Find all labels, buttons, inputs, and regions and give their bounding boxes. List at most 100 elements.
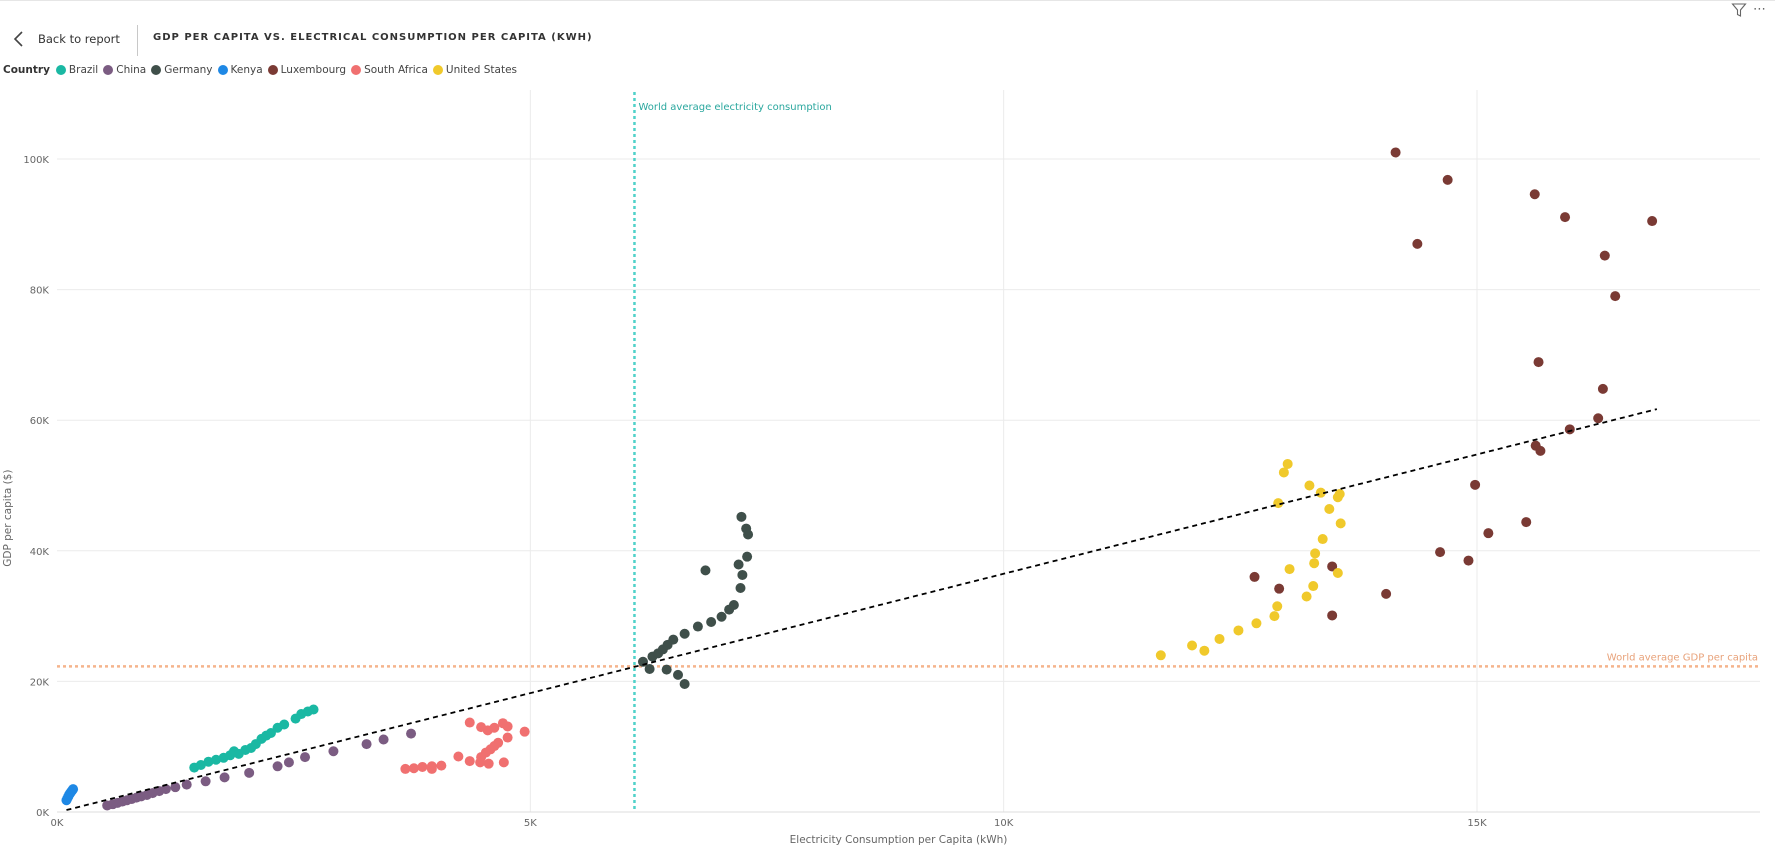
legend-label: Brazil bbox=[68, 64, 99, 76]
point-luxembourg bbox=[1647, 216, 1658, 227]
point-south-africa bbox=[426, 763, 437, 774]
filter-icon[interactable] bbox=[1731, 2, 1747, 18]
point-south-africa bbox=[464, 717, 475, 728]
point-brazil bbox=[279, 719, 290, 730]
point-china bbox=[272, 761, 283, 772]
point-china bbox=[406, 728, 417, 739]
top-border bbox=[0, 0, 1775, 1]
point-united-states bbox=[1251, 618, 1262, 629]
y-tick-label: 20K bbox=[30, 677, 50, 688]
point-south-africa bbox=[464, 756, 475, 767]
legend-dot bbox=[217, 65, 228, 75]
x-tick-label: 0K bbox=[51, 818, 64, 829]
point-germany bbox=[743, 529, 754, 540]
point-united-states bbox=[1317, 534, 1328, 545]
point-luxembourg bbox=[1274, 583, 1285, 594]
legend-label: South Africa bbox=[364, 64, 428, 76]
legend-item-luxembourg[interactable]: Luxembourg bbox=[267, 64, 346, 76]
legend-item-china[interactable]: China bbox=[103, 64, 146, 76]
point-united-states bbox=[1334, 488, 1345, 499]
scatter-chart: 0K 20K 40K 60K 80K 100K 0K 5K 10K 15K Electricity … bbox=[2, 90, 1760, 846]
chevron-left-icon bbox=[13, 31, 23, 47]
point-south-africa bbox=[400, 763, 411, 774]
legend-item-united-states[interactable]: United States bbox=[432, 64, 518, 76]
point-united-states bbox=[1278, 467, 1289, 478]
point-luxembourg bbox=[1249, 571, 1260, 582]
point-luxembourg bbox=[1327, 610, 1338, 621]
x-axis-title: Electricity Consumption per Capita (kWh) bbox=[790, 834, 1008, 846]
point-south-africa bbox=[453, 751, 464, 762]
point-luxembourg bbox=[1390, 147, 1401, 158]
point-south-africa bbox=[502, 732, 513, 743]
point-china bbox=[328, 746, 339, 757]
point-china bbox=[160, 784, 171, 795]
legend-dot bbox=[351, 65, 362, 75]
point-germany bbox=[673, 669, 684, 680]
point-united-states bbox=[1308, 581, 1319, 592]
legend-item-brazil[interactable]: Brazil bbox=[55, 64, 99, 76]
point-luxembourg bbox=[1381, 588, 1392, 599]
legend-item-south-africa[interactable]: South Africa bbox=[351, 64, 428, 76]
point-luxembourg bbox=[1610, 291, 1621, 302]
legend-label: Germany bbox=[164, 64, 213, 76]
point-south-africa bbox=[498, 757, 509, 768]
point-south-africa bbox=[489, 722, 500, 733]
legend-label: China bbox=[116, 64, 147, 76]
point-germany bbox=[692, 621, 703, 632]
y-tick-label: 80K bbox=[30, 286, 50, 297]
y-tick-label: 100K bbox=[23, 155, 49, 166]
point-germany bbox=[661, 664, 672, 675]
point-luxembourg bbox=[1535, 445, 1546, 456]
legend-dot bbox=[267, 65, 278, 75]
point-south-africa bbox=[519, 726, 530, 737]
point-luxembourg bbox=[1599, 250, 1610, 261]
point-germany bbox=[735, 583, 746, 594]
point-china bbox=[300, 752, 311, 763]
point-china bbox=[181, 779, 192, 790]
point-germany bbox=[737, 569, 748, 580]
point-luxembourg bbox=[1593, 413, 1604, 424]
y-tick-label: 40K bbox=[30, 547, 50, 558]
legend-item-kenya[interactable]: Kenya bbox=[217, 64, 263, 76]
point-united-states bbox=[1214, 633, 1225, 644]
x-tick-label: 15K bbox=[1467, 818, 1487, 829]
visual-header-icons: ⋯ bbox=[1731, 2, 1767, 18]
point-united-states bbox=[1309, 558, 1320, 569]
point-luxembourg bbox=[1412, 238, 1423, 249]
legend-dot bbox=[103, 65, 114, 75]
legend-item-germany[interactable]: Germany bbox=[151, 64, 213, 76]
legend-dot bbox=[432, 65, 443, 75]
legend-label: United States bbox=[445, 64, 518, 76]
point-brazil bbox=[211, 754, 222, 765]
point-united-states bbox=[1335, 518, 1346, 529]
point-south-africa bbox=[408, 763, 419, 774]
point-china bbox=[244, 767, 255, 778]
point-united-states bbox=[1301, 591, 1312, 602]
point-luxembourg bbox=[1327, 561, 1338, 572]
point-china bbox=[283, 757, 294, 768]
point-luxembourg bbox=[1597, 383, 1608, 394]
point-germany bbox=[679, 628, 690, 639]
legend-dot bbox=[55, 65, 66, 75]
point-luxembourg bbox=[1463, 555, 1474, 566]
point-germany bbox=[716, 611, 727, 622]
y-tick-label: 0K bbox=[36, 808, 49, 819]
point-brazil bbox=[203, 756, 214, 767]
point-luxembourg bbox=[1529, 189, 1540, 200]
point-south-africa bbox=[493, 737, 504, 748]
point-united-states bbox=[1310, 548, 1321, 559]
point-germany bbox=[728, 599, 739, 610]
y-axis-title: GDP per capita ($) bbox=[2, 470, 14, 567]
point-luxembourg bbox=[1533, 357, 1544, 368]
point-brazil bbox=[308, 704, 319, 715]
legend-title: Country bbox=[3, 64, 50, 76]
point-luxembourg bbox=[1483, 528, 1494, 539]
more-options-icon[interactable]: ⋯ bbox=[1753, 2, 1767, 17]
page-title: GDP PER CAPITA VS. ELECTRICAL CONSUMPTIO… bbox=[153, 32, 593, 43]
point-united-states bbox=[1332, 568, 1343, 579]
back-to-report-button[interactable]: Back to report bbox=[12, 28, 120, 50]
point-luxembourg bbox=[1470, 479, 1481, 490]
legend-dot bbox=[151, 65, 162, 75]
point-luxembourg bbox=[1435, 547, 1446, 558]
y-tick-label: 60K bbox=[30, 416, 50, 427]
